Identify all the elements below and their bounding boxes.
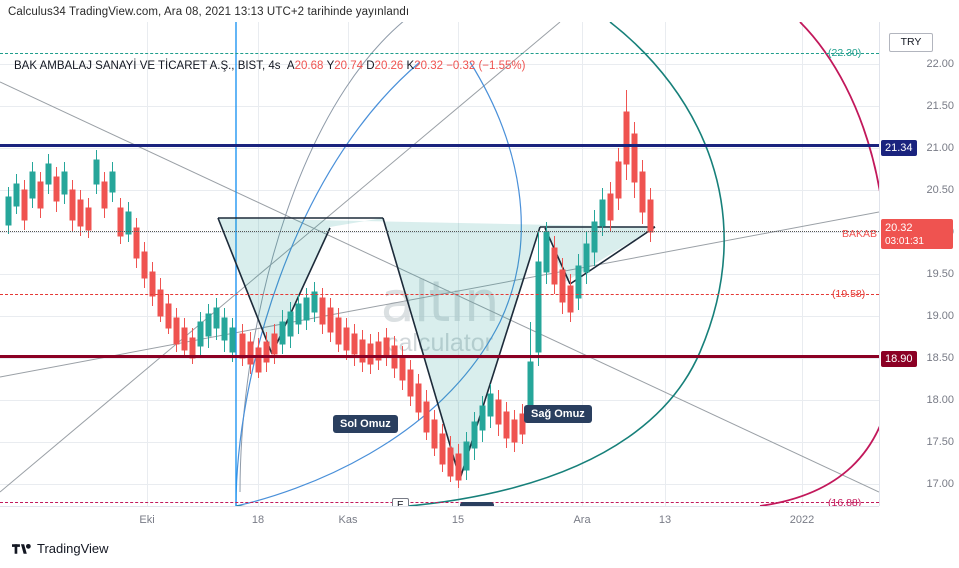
grid-line-v xyxy=(348,22,349,506)
resistance-line xyxy=(0,144,879,147)
grid-line-v xyxy=(258,22,259,506)
price-tick: 17.00 xyxy=(926,478,954,490)
neckline-dotted xyxy=(0,231,879,232)
time-scale[interactable]: Eki 18 Kas 15 Ara 13 2022 xyxy=(0,506,879,537)
symbol-tag-label: BAKAB xyxy=(841,228,877,240)
currency-badge[interactable]: TRY xyxy=(889,33,933,52)
chart-legend[interactable]: BAK AMBALAJ SANAYİ VE TİCARET A.Ş., BIST… xyxy=(14,60,526,72)
support-line xyxy=(0,355,879,358)
target-up-label: (22.30) xyxy=(828,47,862,59)
legend-change: −0.32 (−1.55%) xyxy=(446,60,526,72)
tradingview-logo-icon xyxy=(12,543,31,554)
price-tick: 21.50 xyxy=(926,100,954,112)
time-tick: Eki xyxy=(139,514,155,526)
annotation-head[interactable]: Baş xyxy=(460,502,495,506)
support-price-tag: 18.90 xyxy=(881,351,917,367)
time-tick: 15 xyxy=(451,514,465,526)
legend-interval[interactable]: 4s xyxy=(268,60,281,72)
bar-countdown: 03:01:31 xyxy=(885,236,924,247)
price-tick: 19.50 xyxy=(926,268,954,280)
grid-line-h xyxy=(0,190,879,191)
legend-low-label: D xyxy=(366,60,375,72)
price-tick: 21.00 xyxy=(926,142,954,154)
target-down-line xyxy=(0,502,879,503)
grid-line-v xyxy=(458,22,459,506)
grid-line-h xyxy=(0,316,879,317)
legend-symbol[interactable]: BAK AMBALAJ SANAYİ VE TİCARET A.Ş., BIST xyxy=(14,60,262,72)
price-tick: 17.50 xyxy=(926,436,954,448)
target-down-label: (16.88) xyxy=(828,497,862,506)
price-tick: 22.00 xyxy=(926,58,954,70)
current-price-value: 20.32 xyxy=(885,222,913,234)
current-price-tag: 20.32 03:01:31 xyxy=(881,219,953,249)
grid-line-h xyxy=(0,274,879,275)
mid-level-line xyxy=(0,294,879,295)
grid-line-h xyxy=(0,232,879,233)
price-scale[interactable]: 22.00 21.50 21.00 20.50 20.00 19.50 19.0… xyxy=(879,22,959,506)
annotation-right-shoulder[interactable]: Sağ Omuz xyxy=(524,405,592,423)
legend-close-value: 20.32 xyxy=(414,60,443,72)
legend-high-label: Y xyxy=(326,60,335,72)
legend-close-label: K xyxy=(406,60,415,72)
price-tick: 18.00 xyxy=(926,394,954,406)
legend-low-value: 20.26 xyxy=(374,60,404,72)
time-tick: 2022 xyxy=(789,514,815,526)
grid-line-h xyxy=(0,106,879,107)
grid-line-h xyxy=(0,148,879,149)
grid-line-v xyxy=(582,22,583,506)
grid-line-h xyxy=(0,400,879,401)
time-tick: Kas xyxy=(338,514,358,526)
target-up-line xyxy=(0,53,879,54)
grid-line-h xyxy=(0,484,879,485)
footer[interactable]: TradingView xyxy=(12,541,109,556)
price-tick: 18.50 xyxy=(926,352,954,364)
grid-line-h xyxy=(0,358,879,359)
chart-canvas[interactable]: altın calculator xyxy=(0,22,879,506)
price-tick: 19.00 xyxy=(926,310,954,322)
legend-open-value: 20.68 xyxy=(294,60,324,72)
price-tick: 20.50 xyxy=(926,184,954,196)
annotation-e-marker[interactable]: E xyxy=(392,498,409,506)
legend-high-value: 20.74 xyxy=(334,60,364,72)
grid-line-h xyxy=(0,64,879,65)
legend-open-label: A xyxy=(286,60,295,72)
time-tick: 18 xyxy=(251,514,265,526)
grid-line-v xyxy=(802,22,803,506)
publish-caption: Calculus34 TradingView.com, Ara 08, 2021… xyxy=(8,6,410,18)
time-tick: 13 xyxy=(658,514,672,526)
grid-line-v xyxy=(665,22,666,506)
drawings-overlay xyxy=(0,22,879,506)
mid-level-label: (19.58) xyxy=(832,288,866,300)
annotation-left-shoulder[interactable]: Sol Omuz xyxy=(333,415,398,433)
time-tick: Ara xyxy=(573,514,591,526)
footer-label: TradingView xyxy=(37,541,109,556)
resistance-price-tag: 21.34 xyxy=(881,140,917,156)
